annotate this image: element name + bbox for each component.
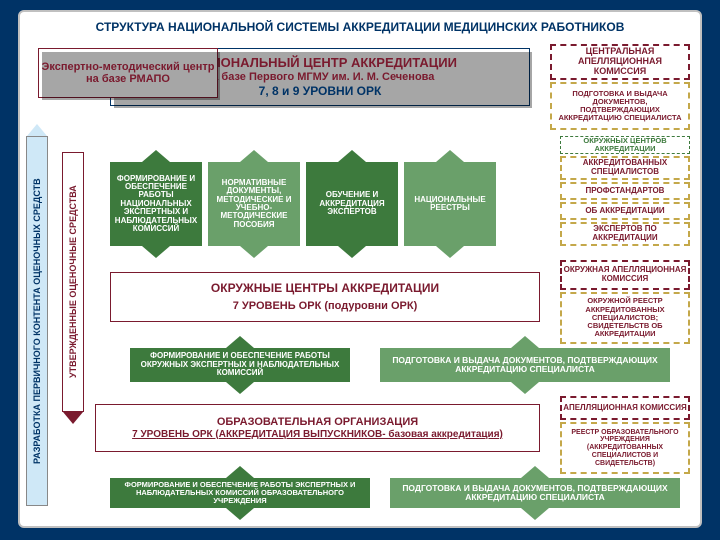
main-frame: СТРУКТУРА НАЦИОНАЛЬНОЙ СИСТЕМЫ АККРЕДИТА… (18, 10, 702, 528)
central-appeal-sub: ПОДГОТОВКА И ВЫДАЧА ДОКУМЕНТОВ, ПОДТВЕРЖ… (550, 82, 690, 130)
okrug-title-box: ОКРУЖНЫЕ ЦЕНТРЫ АККРЕДИТАЦИИ 7 УРОВЕНЬ О… (110, 272, 540, 322)
green-final-2: ПОДГОТОВКА И ВЫДАЧА ДОКУМЕНТОВ, ПОДТВЕРЖ… (390, 478, 680, 508)
green-4: НАЦИОНАЛЬНЫЕ РЕЕСТРЫ (404, 162, 496, 246)
vlabel2: УТВЕРЖДЕННЫЕ ОЦЕНОЧНЫЕ СРЕДСТВА (62, 152, 84, 412)
green-2: НОРМАТИВНЫЕ ДОКУМЕНТЫ, МЕТОДИЧЕСКИЕ И УЧ… (208, 162, 300, 246)
expert-center-box: Экспертно-методический центр на базе РМА… (38, 48, 218, 98)
edu-appeal: АПЕЛЛЯЦИОННАЯ КОМИССИЯ (560, 396, 690, 420)
page-title: СТРУКТУРА НАЦИОНАЛЬНОЙ СИСТЕМЫ АККРЕДИТА… (20, 16, 700, 38)
nc-line3: 7, 8 и 9 УРОВНИ ОРК (259, 85, 382, 98)
green-1: ФОРМИРОВАНИЕ И ОБЕСПЕЧЕНИЕ РАБОТЫ НАЦИОН… (110, 162, 202, 246)
edu-reestr: РЕЕСТР ОБРАЗОВАТЕЛЬНОГО УЧРЕЖДЕНИЯ (АККР… (560, 422, 690, 474)
right-stack-1: ПРОФСТАНДАРТОВ (560, 182, 690, 200)
green-bottom-1: ФОРМИРОВАНИЕ И ОБЕСПЕЧЕНИЕ РАБОТЫ ОКРУЖН… (130, 348, 350, 382)
green-final-1: ФОРМИРОВАНИЕ И ОБЕСПЕЧЕНИЕ РАБОТЫ ЭКСПЕР… (110, 478, 370, 508)
okrug-appeal: ОКРУЖНАЯ АПЕЛЛЯЦИОННАЯ КОМИССИЯ (560, 260, 690, 290)
okrug-reestr: ОКРУЖНОЙ РЕЕСТР АККРЕДИТОВАННЫХ СПЕЦИАЛИ… (560, 292, 690, 344)
vlabel1: РАЗРАБОТКА ПЕРВИЧНОГО КОНТЕНТА ОЦЕНОЧНЫХ… (26, 136, 48, 506)
green-bottom-2: ПОДГОТОВКА И ВЫДАЧА ДОКУМЕНТОВ, ПОДТВЕРЖ… (380, 348, 670, 382)
green-row: ФОРМИРОВАНИЕ И ОБЕСПЕЧЕНИЕ РАБОТЫ НАЦИОН… (110, 162, 496, 246)
right-top-small: ОКРУЖНЫХ ЦЕНТРОВ АККРЕДИТАЦИИ (560, 136, 690, 154)
right-stack-2: ОБ АККРЕДИТАЦИИ (560, 202, 690, 220)
edu-title-box: ОБРАЗОВАТЕЛЬНАЯ ОРГАНИЗАЦИЯ 7 УРОВЕНЬ ОР… (95, 404, 540, 452)
nc-line2: на базе Первого МГМУ им. И. М. Сеченова (206, 71, 435, 83)
central-appeal-box: ЦЕНТРАЛЬНАЯ АПЕЛЛЯЦИОННАЯ КОМИССИЯ (550, 44, 690, 80)
right-stack-3: ЭКСПЕРТОВ ПО АККРЕДИТАЦИИ (560, 222, 690, 246)
nc-line1: НАЦИОНАЛЬНЫЙ ЦЕНТР АККРЕДИТАЦИИ (183, 56, 457, 70)
green-3: ОБУЧЕНИЕ И АККРЕДИТАЦИЯ ЭКСПЕРТОВ (306, 162, 398, 246)
right-stack-0: АККРЕДИТОВАННЫХ СПЕЦИАЛИСТОВ (560, 156, 690, 180)
